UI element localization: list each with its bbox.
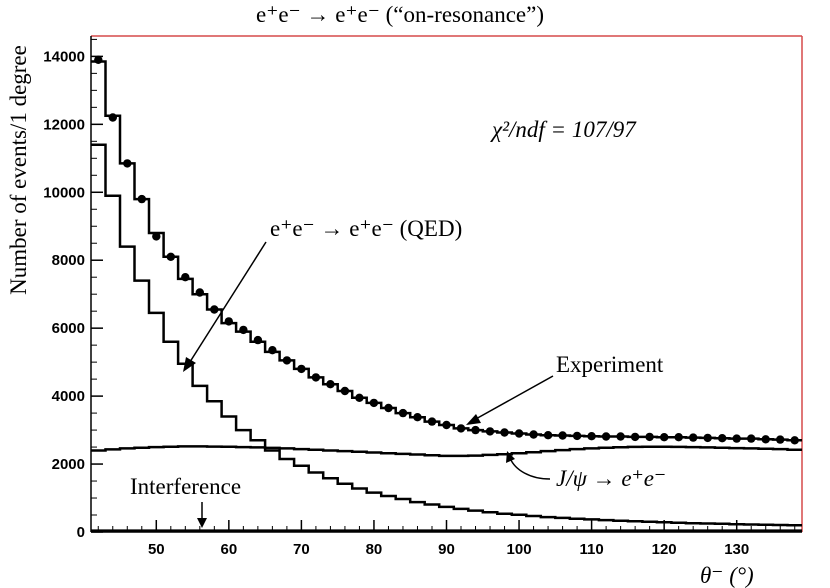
y-tick-label: 0 — [77, 524, 85, 541]
y-tick-label: 14000 — [43, 48, 85, 65]
series-line-3 — [91, 445, 802, 458]
y-tick-label: 6000 — [52, 320, 85, 337]
interference-annotation: Interference — [130, 474, 241, 499]
interference-arrow-head — [197, 518, 207, 528]
chi2-annotation: χ²/ndf = 107/97 — [490, 117, 637, 142]
series-line-1 — [91, 60, 802, 442]
x-tick-label: 120 — [652, 541, 677, 558]
qed-arrow-head — [183, 357, 196, 372]
y-tick-label: 4000 — [52, 388, 85, 405]
jpsi-arrow — [509, 457, 551, 480]
jpsi-arrow-head — [506, 451, 515, 463]
y-tick-label: 12000 — [43, 116, 85, 133]
x-tick-label: 90 — [438, 541, 455, 558]
experiment-arrow — [473, 375, 554, 421]
qed-annotation: e⁺e⁻ → e⁺e⁻ (QED) — [270, 216, 462, 241]
x-tick-label: 70 — [293, 541, 310, 558]
data-point — [152, 232, 161, 241]
x-axis-label: θ⁻ (°) — [700, 563, 754, 588]
x-tick-label: 100 — [507, 541, 532, 558]
plot-frame — [90, 35, 803, 533]
y-tick-label: 10000 — [43, 184, 85, 201]
x-tick-label: 80 — [366, 541, 383, 558]
x-tick-label: 50 — [148, 541, 165, 558]
series-line-2 — [91, 143, 802, 527]
x-tick-label: 60 — [221, 541, 238, 558]
axis-ticks: 0 2000 4000 6000 8000 10000 12000 14000 50 60 70 80… — [43, 38, 796, 558]
y-tick-label: 8000 — [52, 252, 85, 269]
series-layer — [91, 55, 802, 532]
experiment-arrow-head — [466, 414, 481, 425]
y-tick-label: 2000 — [52, 456, 85, 473]
qed-arrow — [187, 241, 267, 366]
jpsi-annotation: J/ψ → e⁺e⁻ — [556, 466, 666, 491]
x-tick-label: 110 — [580, 541, 604, 558]
x-tick-label: 130 — [724, 541, 749, 558]
chart-title: e⁺e⁻ → e⁺e⁻ (“on-resonance”) — [256, 2, 544, 27]
y-axis-label: Number of events/1 degree — [6, 45, 31, 295]
experiment-annotation: Experiment — [556, 352, 664, 377]
